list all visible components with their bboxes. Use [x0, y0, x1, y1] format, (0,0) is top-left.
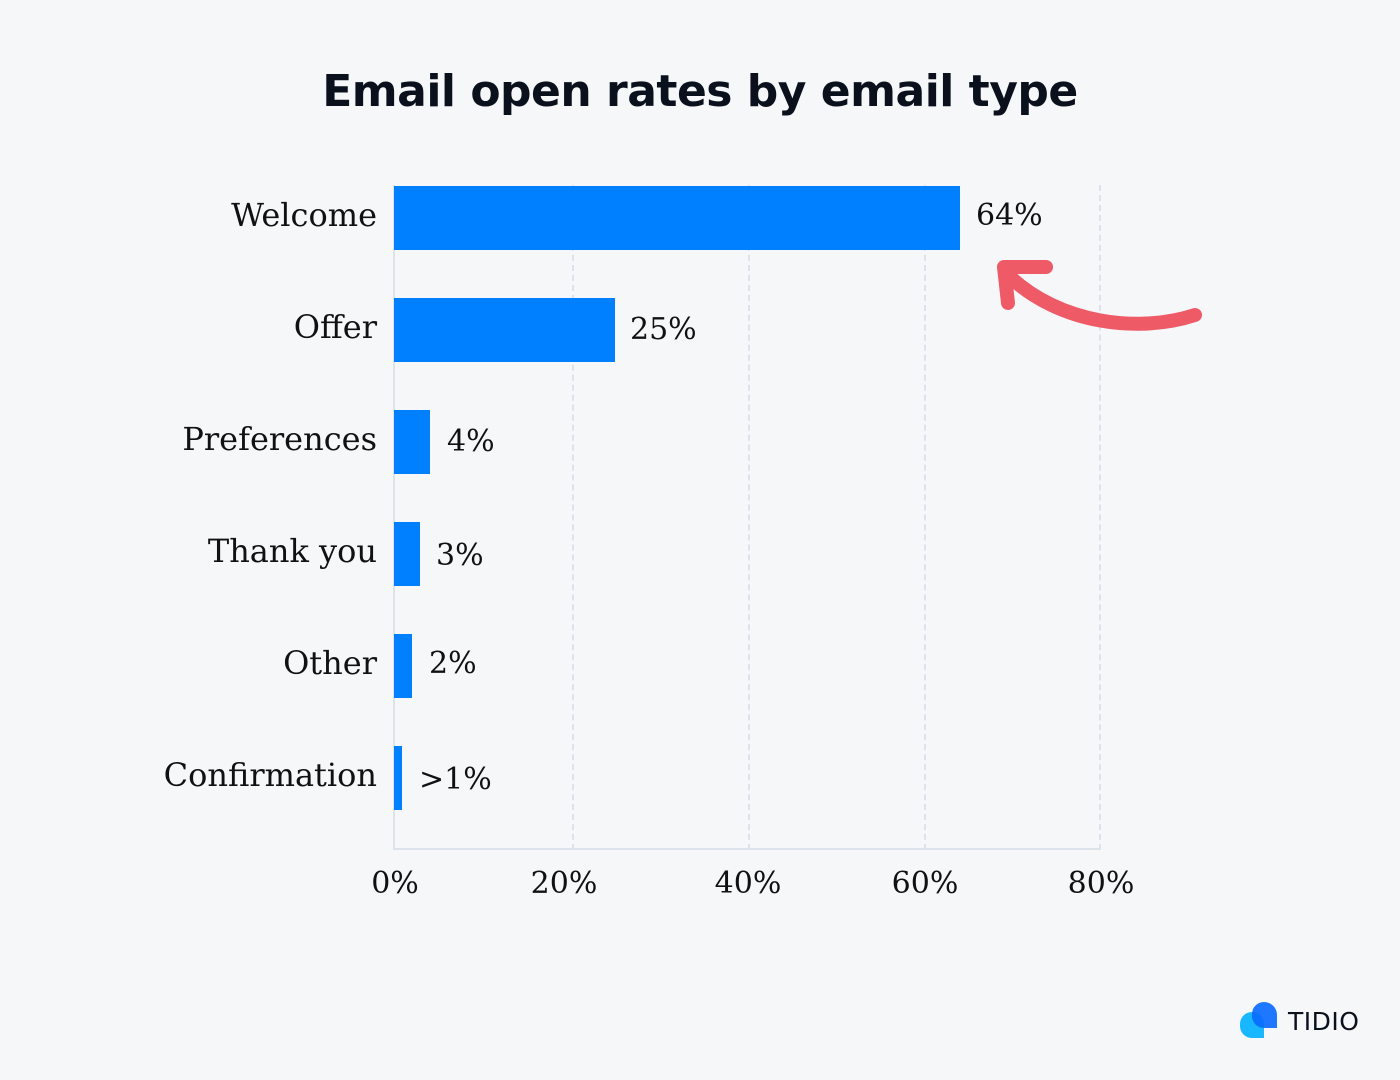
category-label: Thank you [207, 532, 377, 570]
category-label: Confirmation [163, 756, 377, 794]
category-label: Offer [293, 308, 377, 346]
category-label: Other [283, 644, 377, 682]
tidio-logo-icon [1240, 1002, 1277, 1038]
y-axis-line [393, 185, 395, 850]
value-label: >1% [419, 762, 492, 797]
bar-welcome [394, 186, 960, 250]
x-tick: 60% [891, 866, 959, 901]
gridline-80 [1099, 185, 1101, 850]
value-label: 25% [630, 312, 697, 347]
value-label: 3% [436, 538, 484, 573]
brand-name: TIDIO [1288, 1006, 1360, 1036]
bar-preferences [394, 410, 430, 474]
gridline-40 [748, 185, 750, 850]
value-label: 64% [976, 198, 1043, 233]
gridline-60 [924, 185, 926, 850]
category-label: Preferences [182, 420, 377, 458]
bar-thank-you [394, 522, 420, 586]
annotation-arrow-icon [997, 260, 1202, 331]
bar-confirmation [394, 746, 402, 810]
x-tick: 20% [530, 866, 598, 901]
bar-other [394, 634, 412, 698]
tidio-logo: TIDIO [1240, 1002, 1359, 1040]
x-axis-line [393, 848, 1101, 850]
chart-title: Email open rates by email type [322, 66, 1078, 117]
x-tick: 80% [1067, 866, 1135, 901]
gridline-20 [572, 185, 574, 850]
x-tick: 40% [714, 866, 782, 901]
category-label: Welcome [231, 196, 377, 234]
bar-offer [394, 298, 615, 362]
x-tick: 0% [371, 866, 419, 901]
value-label: 2% [429, 646, 477, 681]
value-label: 4% [447, 424, 495, 459]
